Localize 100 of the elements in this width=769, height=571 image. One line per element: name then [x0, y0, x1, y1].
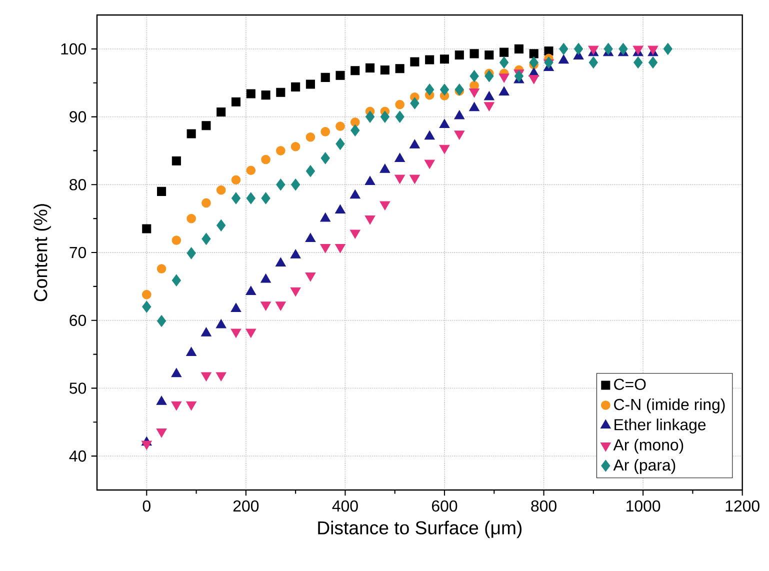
- point: [380, 201, 390, 210]
- point: [172, 236, 182, 245]
- point: [171, 401, 182, 410]
- point: [246, 192, 256, 204]
- x-tick-label: 0: [142, 500, 150, 512]
- point: [306, 132, 316, 142]
- point: [156, 315, 166, 328]
- y-tick-label: 80: [70, 179, 86, 190]
- point: [454, 110, 465, 120]
- point: [172, 274, 181, 286]
- point: [141, 440, 152, 450]
- point: [260, 302, 271, 311]
- point: [588, 56, 598, 68]
- point: [470, 49, 479, 58]
- point: [409, 174, 420, 184]
- point: [186, 129, 196, 138]
- point: [306, 80, 315, 89]
- point: [454, 130, 465, 140]
- point: [514, 44, 524, 54]
- point: [410, 57, 420, 66]
- point: [157, 186, 166, 196]
- point: [216, 108, 226, 117]
- y-tick-label: 100: [61, 43, 86, 55]
- point: [261, 154, 270, 164]
- point: [320, 244, 331, 254]
- y-tick-label: 90: [70, 111, 86, 122]
- point: [380, 110, 390, 123]
- point: [216, 219, 226, 232]
- legend-label: C-N (imide ring): [614, 398, 725, 414]
- point: [230, 328, 242, 338]
- x-tick-label: 1200: [726, 500, 760, 512]
- legend-label: C=O: [614, 378, 646, 390]
- point: [156, 428, 167, 438]
- point: [454, 50, 464, 60]
- point: [395, 100, 404, 110]
- point: [216, 372, 226, 382]
- point: [470, 70, 479, 82]
- point: [201, 372, 212, 382]
- point: [336, 70, 345, 80]
- point: [276, 88, 286, 97]
- point: [172, 156, 181, 166]
- y-tick-label: 70: [70, 246, 86, 258]
- point: [440, 84, 450, 96]
- point: [231, 97, 241, 106]
- x-tick-label: 400: [332, 500, 358, 512]
- point: [365, 110, 375, 123]
- point: [186, 401, 197, 410]
- point: [469, 102, 480, 112]
- point: [350, 124, 360, 136]
- point: [216, 185, 226, 195]
- point: [336, 122, 345, 131]
- point: [335, 244, 346, 254]
- point: [202, 198, 211, 208]
- point: [320, 72, 330, 82]
- point: [574, 42, 584, 55]
- point: [320, 152, 330, 164]
- point: [439, 118, 450, 128]
- point: [395, 110, 404, 123]
- point: [261, 90, 270, 100]
- point: [663, 42, 672, 55]
- point: [604, 42, 613, 55]
- point: [364, 215, 376, 225]
- legend-label: Ar (mono): [613, 438, 684, 454]
- point: [276, 178, 286, 191]
- point: [261, 192, 270, 204]
- point: [290, 142, 300, 152]
- point: [648, 56, 658, 68]
- point: [276, 146, 286, 156]
- point: [305, 272, 316, 282]
- point: [529, 56, 538, 68]
- point: [484, 50, 494, 60]
- point: [484, 91, 494, 100]
- point: [394, 174, 406, 184]
- x-tick-label: 200: [233, 500, 259, 512]
- x-tick-label: 600: [432, 500, 458, 512]
- point: [559, 42, 568, 55]
- x-tick-label: 800: [531, 500, 556, 512]
- point: [291, 82, 300, 92]
- point: [246, 328, 256, 338]
- x-axis-title: Distance to Surface (μm): [318, 520, 522, 538]
- point: [424, 160, 435, 169]
- point: [424, 130, 435, 140]
- point: [186, 247, 196, 260]
- point: [142, 290, 152, 300]
- point: [350, 230, 360, 239]
- point: [500, 56, 509, 68]
- point: [500, 48, 509, 57]
- point: [290, 287, 301, 296]
- point: [291, 178, 300, 191]
- point: [410, 97, 420, 110]
- point: [618, 42, 628, 55]
- point: [366, 63, 375, 72]
- point: [275, 302, 286, 311]
- point: [544, 56, 554, 68]
- point: [142, 300, 152, 313]
- legend-label: Ar (para): [613, 459, 676, 474]
- point: [380, 65, 390, 74]
- y-tick-label: 60: [70, 314, 86, 326]
- legend-label: Ether linkage: [614, 418, 706, 434]
- y-tick-label: 40: [69, 450, 86, 462]
